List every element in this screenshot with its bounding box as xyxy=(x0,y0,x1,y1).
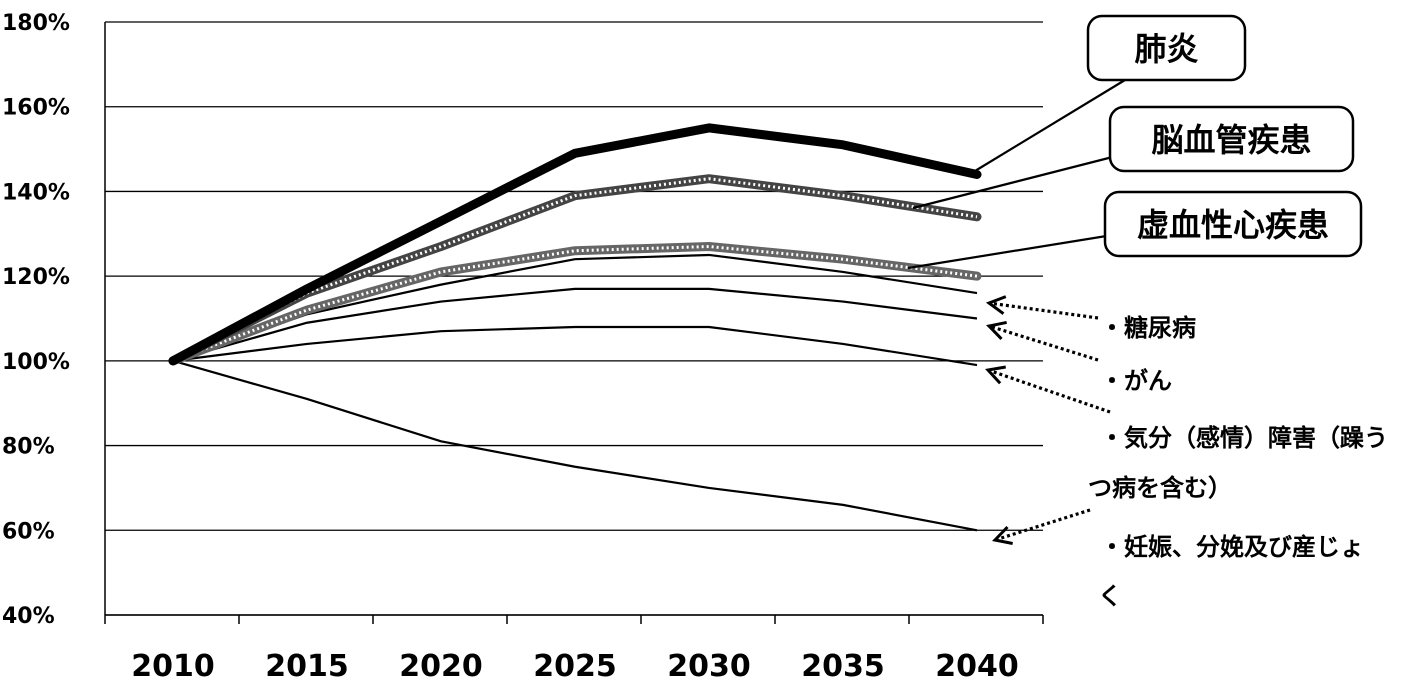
arrow-head xyxy=(985,365,1006,385)
series-line-hatch-overlay xyxy=(172,244,978,363)
series-lines xyxy=(168,123,982,532)
y-axis-tick-labels: 40% 60% 80% 100% 120% 140% 160% 180% xyxy=(2,11,70,629)
x-axis-tick-labels: 2010 2015 2020 2025 2030 2035 2040 xyxy=(131,649,1019,682)
y-tick-label: 60% xyxy=(2,519,55,544)
y-tick-label: 180% xyxy=(2,11,70,36)
x-tick-label: 2010 xyxy=(131,649,215,682)
y-tick-label: 100% xyxy=(2,350,70,375)
series-line xyxy=(172,287,978,362)
side-label: ・気分（感情）障害（躁う xyxy=(1100,424,1388,452)
series-line xyxy=(172,325,978,367)
dotted-arrow xyxy=(988,301,1099,320)
callout-box xyxy=(1108,105,1355,173)
callout-box xyxy=(1086,14,1247,82)
series-line xyxy=(172,359,978,532)
x-tick-label: 2020 xyxy=(399,649,483,682)
arrow-head xyxy=(986,320,1007,340)
side-label: ・糖尿病 xyxy=(1100,314,1196,342)
series-line-hatched xyxy=(168,174,982,366)
arrow-head xyxy=(985,295,1007,315)
x-tick-label: 2025 xyxy=(533,649,617,682)
y-tick-label: 140% xyxy=(2,180,70,205)
arrow-head xyxy=(992,525,1013,545)
y-tick-label: 80% xyxy=(2,435,55,460)
x-tick-label: 2040 xyxy=(935,649,1019,682)
axes xyxy=(104,22,1044,624)
y-tick-label: 120% xyxy=(2,265,70,290)
series-line-pneumonia xyxy=(168,123,982,366)
side-label: く xyxy=(1098,582,1122,610)
y-tick-label: 40% xyxy=(2,604,55,629)
dotted-arrow xyxy=(987,368,1111,414)
callout-box xyxy=(1103,190,1363,258)
series-line-hatch-overlay xyxy=(172,177,978,363)
callout-label: 脳血管疾患 xyxy=(1151,121,1311,159)
side-label: ・がん xyxy=(1100,367,1172,395)
callout-label: 虚血性心疾患 xyxy=(1137,206,1329,244)
dotted-arrow xyxy=(988,324,1099,362)
dotted-arrow xyxy=(994,508,1091,542)
x-tick-label: 2015 xyxy=(265,649,349,682)
y-tick-label: 160% xyxy=(2,96,70,121)
callout-leader xyxy=(912,148,1141,210)
x-tick-label: 2030 xyxy=(667,649,751,682)
callout-leader xyxy=(974,79,1126,172)
side-label: ・妊娠、分娩及び産じょ xyxy=(1100,533,1364,561)
side-label: つ病を含む） xyxy=(1088,474,1232,502)
x-tick-label: 2035 xyxy=(801,649,885,682)
callout-label: 肺炎 xyxy=(1134,30,1198,68)
callout-leader xyxy=(907,231,1126,270)
